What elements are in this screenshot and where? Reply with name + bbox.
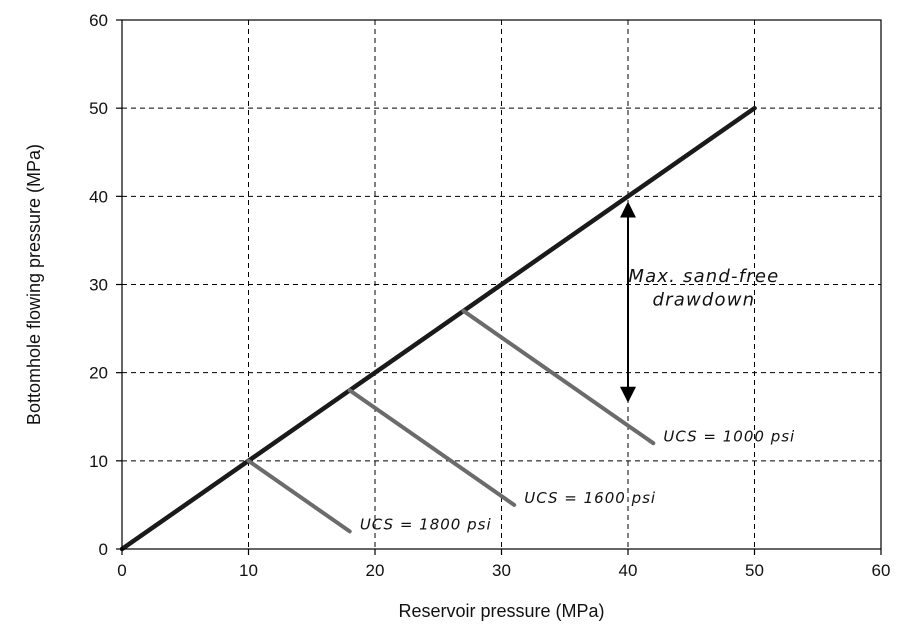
annotation-line: UCS = 1000 psi [663, 427, 795, 445]
y-tick-label: 20 [89, 364, 108, 383]
annotations: UCS = 1800 psi UCS = 1600 psi UCS = 1000 p… [360, 266, 795, 534]
y-axis-title: Bottomhole flowing pressure (MPa) [24, 144, 44, 425]
y-tick-label: 40 [89, 187, 108, 206]
annotation-line: Max. sand-free [628, 266, 779, 287]
annotation-ucs: UCS = 1800 psi [360, 516, 492, 534]
y-tick-label: 0 [99, 540, 108, 559]
series-line-ucs [347, 388, 517, 507]
y-tick-label: 30 [89, 276, 108, 295]
x-tick-label: 10 [239, 561, 258, 580]
series [119, 105, 757, 552]
annotation-line: UCS = 1600 psi [524, 489, 656, 507]
y-tick-label: 50 [89, 99, 108, 118]
x-tick-label: 30 [492, 561, 511, 580]
annotation-drawdown: Max. sand-free drawdown [628, 266, 779, 310]
y-tick-label: 10 [89, 452, 108, 471]
x-tick-label: 0 [117, 561, 126, 580]
x-axis-title: Reservoir pressure (MPa) [398, 601, 604, 621]
series-line-ucs [461, 308, 656, 446]
annotation-ucs: UCS = 1600 psi [524, 489, 656, 507]
x-tick-label: 50 [745, 561, 764, 580]
series-line-main [119, 105, 757, 552]
x-tick-label: 40 [619, 561, 638, 580]
annotation-ucs: UCS = 1000 psi [663, 427, 795, 445]
y-tick-label: 60 [89, 11, 108, 30]
annotation-line: drawdown [653, 289, 756, 310]
annotation-line: UCS = 1800 psi [360, 516, 492, 534]
series-line-ucs [246, 458, 352, 534]
ticks: 0 10 20 30 40 50 60 0 10 20 30 40 50 60 [89, 11, 890, 580]
x-tick-label: 20 [366, 561, 385, 580]
x-tick-label: 60 [872, 561, 891, 580]
